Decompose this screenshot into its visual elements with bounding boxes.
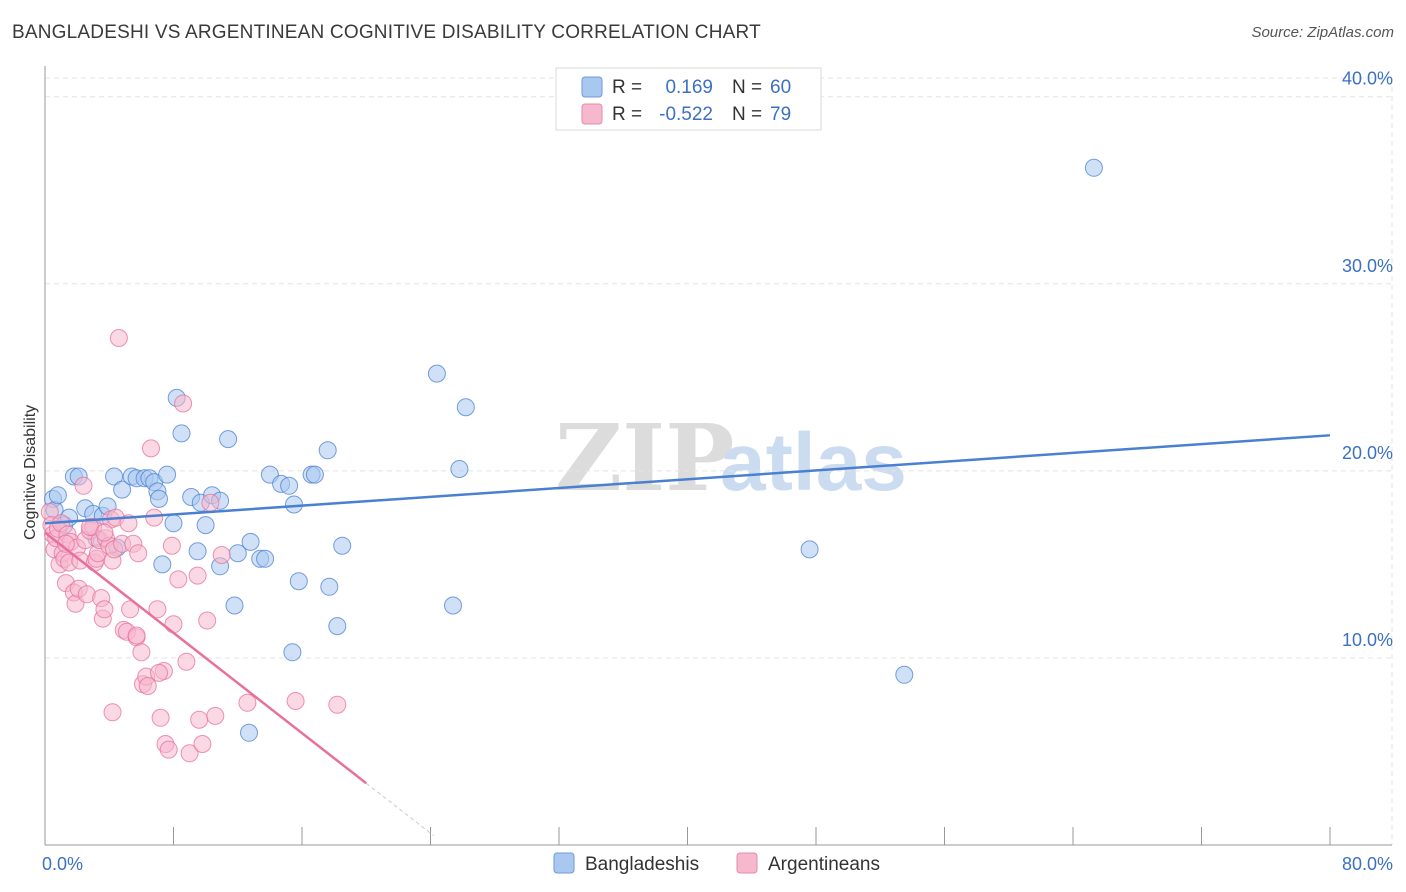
point-bangladeshi-21 [150,489,168,508]
y-tick-label-10: 10.0% [1342,630,1393,650]
point-bangladeshi-53 [427,364,446,383]
point-argentinean-67 [206,706,225,725]
legend-top-r-value-1: 0.169 [665,77,713,98]
legend-top-r-value-2: -0.522 [659,104,713,125]
y-tick-label-30: 30.0% [1342,256,1393,276]
legend-bottom-label-bangladeshis: Bangladeshis [585,854,699,875]
point-bangladeshi-26 [172,424,191,443]
point-bangladeshi-45 [289,572,308,591]
axis-layer: 10.0% 20.0% 30.0% 40.0% 0.0% 80.0% [42,66,1393,874]
point-argentinean-63 [190,710,209,729]
chart-source: Source: ZipAtlas.com [1251,24,1394,41]
point-bangladeshi-28 [188,542,207,561]
legend-top-r-label-2: R = [612,104,642,125]
watermark-zip: ZIP [555,404,734,512]
grid-layer [45,77,1393,845]
legend-top-n-label-2: N = [732,104,762,125]
point-argentinean-58 [169,570,188,589]
point-bangladeshi-39 [256,549,275,568]
point-argentinean-60 [177,652,196,671]
legend-top-n-value-1: 60 [770,77,791,98]
point-bangladeshi-52 [240,723,258,742]
point-argentinean-49 [142,439,160,458]
x-tick-label-max: 80.0% [1342,854,1393,874]
chart-title: BANGLADESHI VS ARGENTINEAN COGNITIVE DIS… [12,22,761,43]
points-layer [40,158,1103,763]
point-argentinean-50 [145,508,164,527]
point-bangladeshi-47 [305,465,324,484]
trend-layer [44,434,1331,837]
trend-line-argentineans [44,531,368,785]
point-argentinean-57 [164,615,183,634]
point-bangladeshi-30 [196,516,215,535]
point-argentinean-45 [129,544,148,563]
point-argentinean-77 [138,677,157,695]
point-bangladeshi-51 [333,536,352,555]
point-argentinean-42 [121,600,140,619]
watermark-atlas: atlas [720,417,907,508]
point-bangladeshi-55 [450,460,469,478]
point-argentinean-70 [127,626,146,645]
y-axis-title: Cognitive Disability [22,405,39,540]
legend-bottom: Bangladeshis Argentineans [553,852,880,875]
point-bangladeshi-12 [105,467,124,486]
point-argentinean-52 [151,708,170,727]
point-bangladeshi-23 [153,555,172,574]
point-bangladeshi-59 [1084,158,1103,177]
legend-top-n-label-1: N = [732,77,762,98]
point-bangladeshi-24 [164,514,183,533]
legend-top-r-label-1: R = [612,77,642,98]
point-argentinean-64 [193,735,212,753]
point-bangladeshi-42 [280,476,299,495]
point-argentinean-19 [74,476,93,495]
point-argentinean-69 [103,703,122,722]
point-bangladeshi-35 [225,596,244,615]
trend-line-bangladeshis [44,434,1331,525]
point-bangladeshi-37 [241,532,260,551]
point-bangladeshi-58 [895,665,914,684]
y-tick-label-40: 40.0% [1342,69,1393,89]
point-bangladeshi-14 [113,480,132,499]
point-bangladeshi-43 [283,643,302,662]
trend-line-argentineans-extension [365,782,435,837]
point-argentinean-73 [238,693,257,712]
point-bangladeshi-44 [285,495,303,514]
point-argentinean-78 [150,663,168,682]
point-argentinean-55 [159,740,178,759]
point-argentinean-76 [95,523,114,542]
point-argentinean-71 [286,692,305,710]
point-bangladeshi-56 [456,398,475,417]
point-argentinean-72 [328,695,347,714]
point-argentinean-46 [132,643,151,662]
legend-top-swatch-blue [581,76,603,98]
point-bangladeshi-50 [328,617,347,636]
point-bangladeshi-57 [800,540,819,559]
legend-top-n-value-2: 79 [770,104,791,125]
point-argentinean-66 [201,493,220,512]
point-argentinean-37 [109,329,128,347]
point-argentinean-62 [188,566,207,585]
point-argentinean-68 [212,546,231,564]
x-tick-label-min: 0.0% [42,854,83,874]
point-argentinean-56 [162,536,181,555]
point-bangladeshi-22 [158,465,177,484]
point-argentinean-30 [95,600,114,619]
point-argentinean-51 [148,600,167,619]
point-argentinean-61 [180,744,199,763]
point-bangladeshi-34 [219,430,238,449]
point-argentinean-65 [198,611,217,630]
y-tick-label-20: 20.0% [1342,443,1393,463]
point-argentinean-59 [174,394,193,413]
point-bangladeshi-2 [48,486,67,505]
legend-bottom-swatch-pink [736,852,758,874]
legend-bottom-label-argentineans: Argentineans [768,854,880,875]
legend-top-swatch-pink [581,103,603,125]
point-bangladeshi-54 [444,596,462,615]
legend-bottom-swatch-blue [553,852,575,874]
point-bangladeshi-48 [318,441,337,460]
legend-top: R = 0.169 N = 60 R = -0.522 N = 79 [555,67,822,131]
point-bangladeshi-49 [320,577,339,596]
